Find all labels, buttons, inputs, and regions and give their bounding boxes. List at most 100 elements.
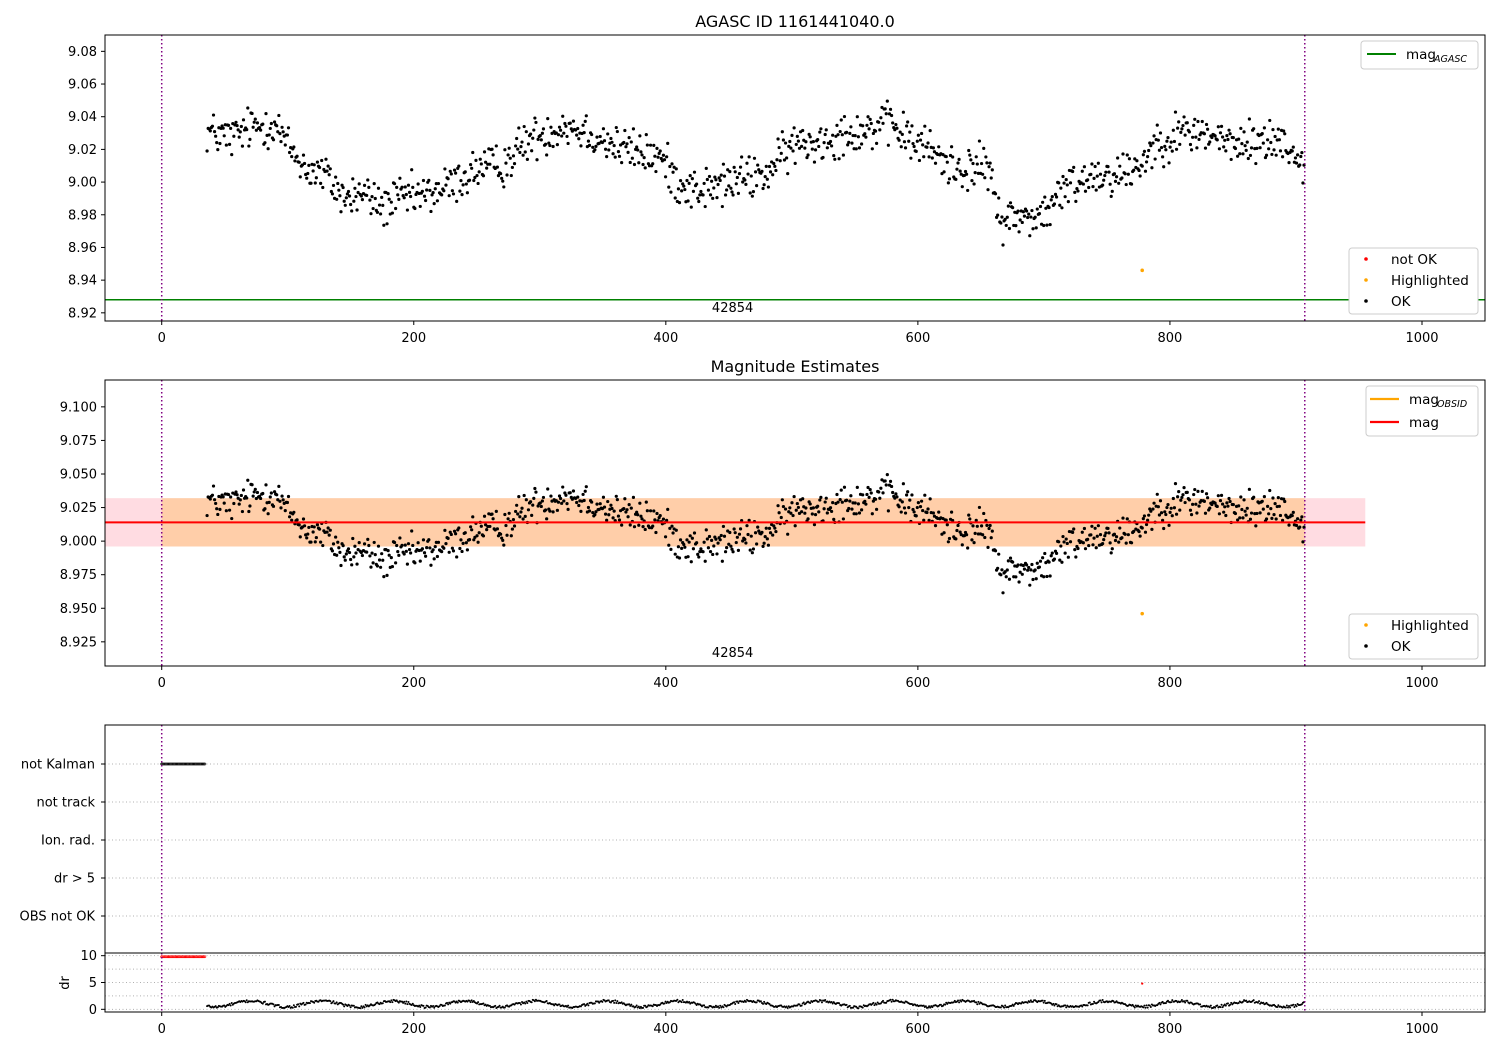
data-point: [1255, 146, 1259, 151]
data-point: [605, 155, 609, 159]
data-point: [771, 173, 775, 177]
dr-point: [288, 1005, 291, 1008]
data-point: [1195, 146, 1199, 150]
data-point: [482, 150, 487, 154]
dr-point: [852, 1006, 855, 1009]
data-point: [1153, 157, 1157, 161]
data-point: [386, 192, 390, 196]
data-point: [546, 117, 550, 121]
data-point: [343, 558, 347, 562]
dr-point: [831, 1002, 834, 1005]
dr-point: [637, 1005, 640, 1008]
data-point: [1238, 152, 1242, 156]
data-point: [791, 149, 795, 153]
data-point: [353, 544, 357, 548]
data-point: [534, 120, 538, 125]
data-point: [642, 156, 646, 160]
data-point: [823, 500, 827, 504]
data-point: [263, 507, 267, 511]
dr-point: [680, 1001, 683, 1004]
data-point: [1132, 168, 1136, 172]
data-point: [541, 495, 546, 500]
data-point: [1082, 526, 1087, 531]
data-point: [290, 518, 294, 522]
data-point: [1137, 168, 1141, 173]
data-point: [1062, 540, 1066, 544]
data-point: [515, 503, 519, 507]
data-point: [1049, 198, 1053, 202]
data-point: [1149, 509, 1153, 513]
dr-point: [456, 1001, 459, 1004]
dr-point: [389, 1001, 392, 1004]
data-point: [748, 548, 752, 552]
data-point: [566, 141, 570, 146]
data-point: [1020, 572, 1024, 576]
data-point: [301, 517, 306, 521]
data-point: [757, 168, 761, 172]
data-point: [1298, 525, 1302, 529]
dr-point: [663, 1002, 666, 1005]
data-point: [1089, 172, 1093, 177]
data-point: [298, 535, 302, 539]
data-point: [1243, 144, 1247, 148]
data-point: [793, 524, 797, 528]
data-point: [230, 516, 234, 521]
data-point: [467, 538, 472, 542]
data-point: [683, 187, 687, 192]
data-point: [856, 135, 860, 139]
data-point: [774, 168, 778, 173]
data-point: [598, 134, 602, 139]
data-point: [629, 506, 633, 510]
x-tick-label: 0: [158, 1022, 166, 1037]
data-point: [840, 133, 844, 137]
dr-point: [800, 1004, 803, 1007]
data-point: [229, 495, 233, 499]
data-point: [663, 175, 668, 179]
data-point: [205, 149, 209, 153]
data-point: [1261, 507, 1265, 511]
data-point: [517, 495, 521, 499]
data-point: [447, 550, 451, 554]
data-point: [1166, 502, 1170, 507]
data-point: [1043, 195, 1047, 199]
data-point: [712, 186, 716, 190]
data-point: [1029, 568, 1033, 572]
dr-point: [363, 1006, 366, 1009]
data-point: [281, 130, 285, 134]
data-point: [659, 156, 663, 161]
data-point: [825, 511, 829, 515]
data-point: [942, 531, 946, 535]
data-point: [813, 513, 818, 517]
data-point: [641, 162, 645, 167]
data-point: [326, 526, 330, 530]
data-point: [522, 124, 526, 129]
data-point: [673, 552, 677, 556]
data-point: [763, 175, 767, 179]
data-point: [873, 497, 878, 501]
data-point: [963, 169, 968, 174]
data-point: [564, 124, 568, 128]
data-point: [1096, 161, 1100, 165]
data-point: [833, 157, 837, 161]
data-point: [955, 528, 959, 533]
data-point: [601, 127, 606, 131]
data-point: [263, 141, 267, 145]
data-point: [210, 493, 215, 497]
data-point: [560, 134, 564, 138]
data-point: [317, 165, 322, 170]
dr-point: [668, 1001, 671, 1004]
data-point: [1170, 149, 1174, 153]
data-point: [957, 157, 961, 161]
data-point: [250, 483, 254, 487]
data-point: [1299, 154, 1303, 159]
data-point: [1140, 526, 1144, 530]
data-point: [416, 541, 420, 545]
data-point: [734, 182, 738, 186]
data-point: [1037, 565, 1042, 569]
data-point: [392, 182, 397, 186]
data-point: [637, 161, 641, 165]
dr-point: [331, 1001, 334, 1004]
dr-point: [553, 1004, 556, 1007]
data-point: [1238, 516, 1242, 520]
data-point: [1076, 189, 1080, 193]
